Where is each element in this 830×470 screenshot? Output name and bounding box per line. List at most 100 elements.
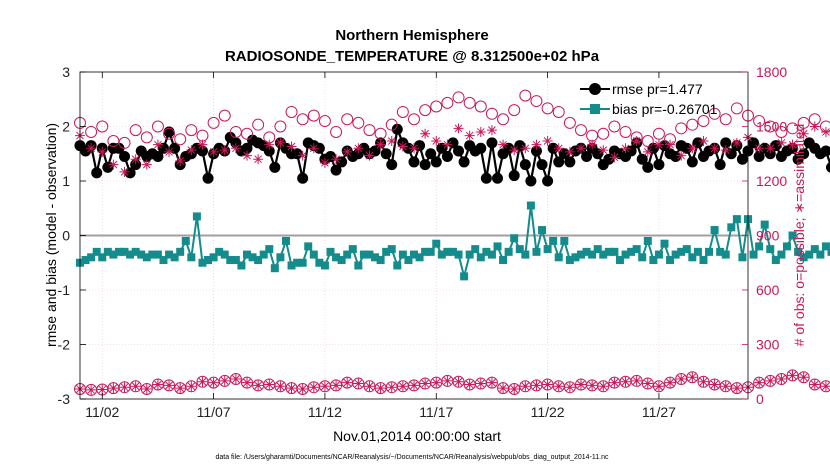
bias-point <box>499 256 508 265</box>
assimilated-obs-point <box>820 126 830 137</box>
possible-obs-point <box>452 91 465 104</box>
bias-point <box>192 212 201 221</box>
bias-point <box>543 245 552 254</box>
possible-obs-point <box>686 118 699 131</box>
rmse-point <box>530 145 542 157</box>
assimilated-obs-point <box>531 380 542 391</box>
bias-point <box>103 247 112 256</box>
rmse-point <box>408 156 420 168</box>
assimilated-obs-point <box>520 143 531 154</box>
possible-obs-point <box>118 136 131 149</box>
assimilated-obs-point <box>653 139 664 150</box>
bias-point <box>482 247 491 256</box>
assimilated-obs-point <box>97 146 108 157</box>
possible-obs-point <box>174 133 187 146</box>
assimilated-obs-point <box>375 139 386 150</box>
rmse-point <box>369 145 381 157</box>
possible-obs-point <box>797 371 810 384</box>
bias-point <box>638 253 647 262</box>
assimilated-obs-point <box>542 136 553 147</box>
bias-point <box>204 256 213 265</box>
assimilated-obs-point <box>175 383 186 394</box>
bias-point <box>471 245 480 254</box>
bias-point <box>404 256 413 265</box>
bias-point <box>582 247 591 256</box>
bias-point <box>716 247 725 256</box>
possible-obs-point <box>485 376 498 389</box>
data-file-footnote: data file: /Users/gharamti/Documents/NCA… <box>215 454 609 461</box>
possible-obs-point <box>374 127 387 140</box>
possible-obs-point <box>552 105 565 118</box>
possible-obs-point <box>241 376 253 389</box>
series-assimilated-low <box>75 370 830 395</box>
assimilated-obs-point <box>219 145 230 156</box>
bias-point <box>699 256 708 265</box>
bias-point <box>265 245 274 254</box>
rmse-point <box>636 153 648 165</box>
bias-point <box>510 234 519 243</box>
possible-obs-point <box>652 127 665 140</box>
assimilated-obs-point <box>353 143 364 154</box>
assimilated-obs-point <box>498 383 509 394</box>
bias-point <box>398 250 407 259</box>
assimilated-obs-point <box>409 143 419 154</box>
bias-point <box>176 247 185 256</box>
bias-point <box>270 264 279 273</box>
assimilated-obs-point <box>720 381 731 392</box>
rmse-point <box>725 148 737 160</box>
bias-point <box>682 245 691 254</box>
bias-point <box>788 231 797 240</box>
chart-subtitle: RADIOSONDE_TEMPERATURE @ 8.312500e+02 hP… <box>225 48 600 65</box>
assimilated-obs-point <box>609 152 620 163</box>
possible-obs-point <box>630 374 643 387</box>
bias-point <box>493 242 502 251</box>
possible-obs-point <box>575 124 587 137</box>
assimilated-obs-point <box>297 384 308 395</box>
rmse-point <box>820 145 830 157</box>
possible-obs-point <box>775 373 788 386</box>
bias-point <box>181 236 190 245</box>
series-assimilated <box>75 121 830 177</box>
bias-point <box>326 247 335 256</box>
rmse-point <box>152 150 164 162</box>
rmse-point <box>269 161 281 173</box>
bias-point <box>231 256 240 265</box>
bias-point <box>443 247 452 256</box>
possible-obs-point <box>252 118 265 131</box>
assimilated-obs-point <box>787 139 798 150</box>
assimilated-obs-point <box>342 146 353 157</box>
possible-obs-point <box>686 371 699 384</box>
possible-obs-point <box>619 125 632 138</box>
rmse-point <box>169 142 181 154</box>
assimilated-obs-point <box>397 381 408 392</box>
assimilated-obs-point <box>208 146 219 157</box>
bias-point <box>554 253 563 262</box>
bias-point <box>142 253 151 262</box>
possible-obs-point <box>541 102 554 115</box>
possible-obs-point <box>641 377 654 390</box>
bias-point <box>215 247 224 256</box>
bias-point <box>771 256 780 265</box>
assimilated-obs-point <box>275 137 286 148</box>
y2-tick-label: 0 <box>756 391 764 407</box>
bias-point <box>114 247 123 256</box>
rmse-point <box>536 159 548 171</box>
bias-point <box>649 256 658 265</box>
bias-point <box>810 245 819 254</box>
rmse-point <box>753 150 765 162</box>
rmse-point <box>564 156 576 168</box>
possible-obs-point <box>597 380 610 393</box>
assimilated-obs-point <box>731 137 742 148</box>
assimilated-obs-point <box>186 145 197 156</box>
y-tick-label: -2 <box>58 337 71 353</box>
rmse-point <box>508 170 520 182</box>
bias-point <box>332 253 341 262</box>
possible-obs-point <box>797 116 810 129</box>
assimilated-obs-point <box>453 376 464 387</box>
bias-point <box>615 256 624 265</box>
bias-point <box>421 247 430 256</box>
bias-point <box>415 253 424 262</box>
possible-obs-point <box>396 105 409 118</box>
rmse-point <box>386 159 398 171</box>
possible-obs-point <box>285 105 298 118</box>
